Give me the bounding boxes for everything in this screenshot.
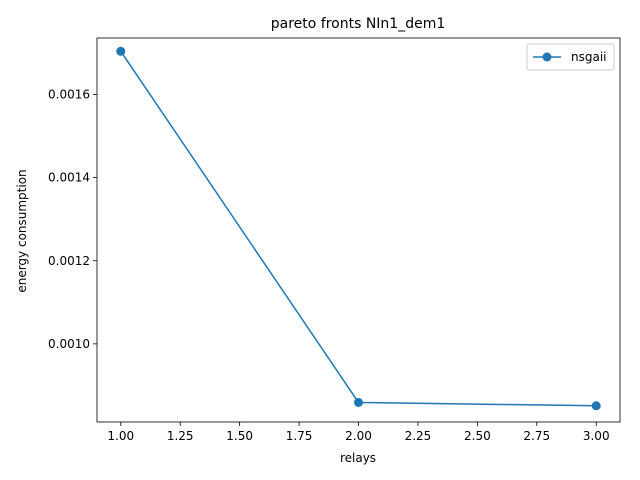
x-tick-label: 1.75: [286, 429, 313, 443]
legend-label: nsgaii: [571, 50, 607, 64]
y-tick-label: 0.0010: [48, 337, 90, 351]
data-point: [116, 46, 126, 56]
data-point: [591, 401, 601, 411]
x-tick-label: 2.00: [345, 429, 372, 443]
y-axis-label: energy consumption: [15, 169, 29, 292]
legend-marker: [542, 52, 552, 62]
x-axis-label: relays: [340, 451, 376, 465]
x-tick-label: 1.00: [107, 429, 134, 443]
x-tick-label: 3.00: [583, 429, 610, 443]
x-tick-label: 2.25: [405, 429, 432, 443]
legend-box: [526, 43, 615, 71]
x-tick-label: 1.25: [167, 429, 194, 443]
y-tick-label: 0.0014: [48, 171, 90, 185]
x-tick-label: 1.50: [226, 429, 253, 443]
y-tick-label: 0.0012: [48, 254, 90, 268]
chart-title: pareto fronts NIn1_dem1: [271, 16, 446, 32]
data-point: [354, 397, 363, 407]
legend: nsgaii: [526, 43, 615, 71]
y-tick-label: 0.0016: [48, 88, 90, 102]
x-tick-label: 2.75: [523, 429, 550, 443]
x-tick-label: 2.50: [464, 429, 491, 443]
plot-area: 1.00 1.25 1.50 1.75 2.00 2.25 2.50 2.75 3.00 0.00…: [48, 37, 621, 443]
